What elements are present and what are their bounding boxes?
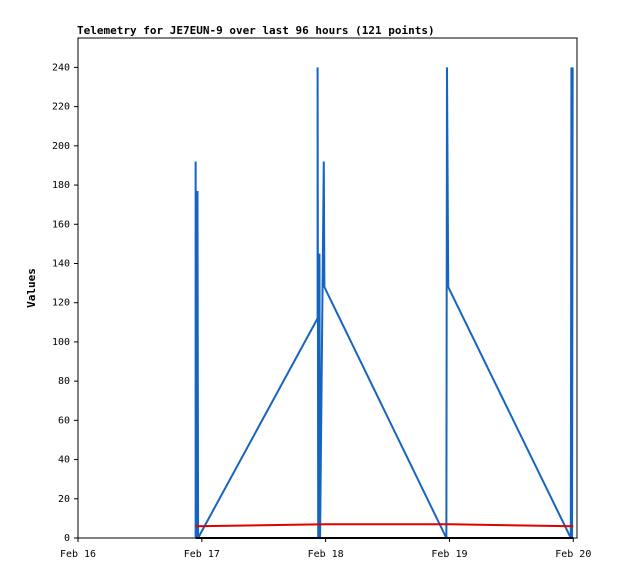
y-tick-label: 180 bbox=[52, 180, 70, 191]
x-tick-label: Feb 19 bbox=[431, 549, 467, 560]
series-line bbox=[195, 523, 574, 528]
y-tick-label: 100 bbox=[52, 337, 70, 348]
x-tick-label: Feb 16 bbox=[60, 549, 96, 560]
x-tick-label: Feb 18 bbox=[308, 549, 344, 560]
y-tick-label: 20 bbox=[58, 494, 70, 505]
y-tick-label: 220 bbox=[52, 102, 70, 113]
series-line bbox=[194, 67, 574, 539]
y-tick-label: 160 bbox=[52, 219, 70, 230]
y-tick-label: 0 bbox=[64, 533, 70, 544]
y-tick-label: 60 bbox=[58, 415, 70, 426]
chart-title: Telemetry for JE7EUN-9 over last 96 hour… bbox=[77, 24, 435, 37]
y-tick-label: 120 bbox=[52, 298, 70, 309]
y-tick-label: 80 bbox=[58, 376, 70, 387]
plot-frame bbox=[77, 37, 578, 539]
y-tick-label: 40 bbox=[58, 455, 70, 466]
y-axis-label: Values bbox=[25, 268, 38, 308]
y-tick-label: 200 bbox=[52, 141, 70, 152]
y-tick-label: 140 bbox=[52, 258, 70, 269]
x-tick-label: Feb 17 bbox=[184, 549, 220, 560]
x-tick-label: Feb 20 bbox=[555, 549, 591, 560]
y-tick-label: 240 bbox=[52, 62, 70, 73]
